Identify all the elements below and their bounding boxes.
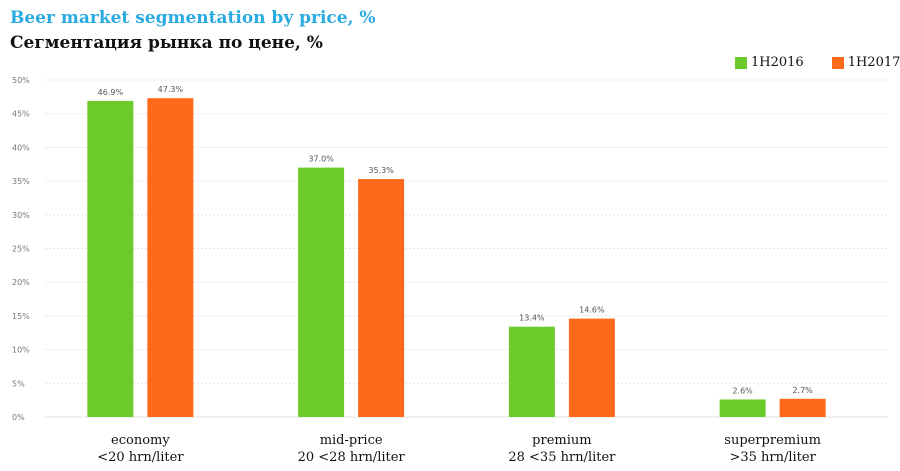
bar <box>147 98 194 417</box>
data-label: 2.6% <box>732 386 753 395</box>
chart-title: Beer market segmentation by price, % <box>10 8 376 28</box>
chart-subtitle: Сегментация рынка по цене, % <box>10 33 323 53</box>
legend-label-1h2017: 1H2017 <box>847 55 900 70</box>
x-category-label: economy <box>111 433 170 448</box>
bar <box>87 100 134 418</box>
data-label: 47.3% <box>158 85 184 94</box>
legend-swatch-1h2017 <box>831 56 844 69</box>
y-tick-label: 45% <box>12 110 30 119</box>
data-label: 37.0% <box>308 155 334 164</box>
x-category-label: >35 hrn/liter <box>729 450 816 465</box>
bar <box>358 179 405 417</box>
y-tick-label: 10% <box>12 346 30 355</box>
x-category-label: <20 hrn/liter <box>97 450 184 465</box>
bar <box>719 399 766 417</box>
bar <box>508 326 555 417</box>
legend: 1H2016 1H2017 <box>735 55 900 70</box>
y-tick-label: 20% <box>12 278 30 287</box>
legend-item-1h2016: 1H2016 <box>735 55 804 70</box>
x-category-label: premium <box>532 433 591 448</box>
data-label: 13.4% <box>519 314 545 323</box>
y-tick-label: 5% <box>12 379 25 388</box>
x-category-label: 28 <35 hrn/liter <box>508 450 616 465</box>
legend-label-1h2016: 1H2016 <box>751 55 804 70</box>
y-tick-label: 35% <box>12 177 30 186</box>
y-tick-label: 0% <box>12 413 25 422</box>
bar <box>568 318 615 417</box>
legend-item-1h2017: 1H2017 <box>831 55 900 70</box>
y-tick-label: 50% <box>12 76 30 85</box>
bar <box>298 167 345 417</box>
data-label: 2.7% <box>792 386 813 395</box>
data-label: 14.6% <box>579 306 605 315</box>
x-category-label: superpremium <box>724 433 821 448</box>
y-tick-label: 30% <box>12 211 30 220</box>
data-label: 35.3% <box>368 166 394 175</box>
x-category-label: 20 <28 hrn/liter <box>298 450 406 465</box>
y-tick-label: 40% <box>12 143 30 152</box>
y-tick-label: 25% <box>12 245 30 254</box>
data-label: 46.9% <box>98 88 124 97</box>
y-tick-label: 15% <box>12 312 30 321</box>
bar <box>779 398 826 417</box>
legend-swatch-1h2016 <box>735 56 747 69</box>
x-category-label: mid-price <box>320 433 383 448</box>
